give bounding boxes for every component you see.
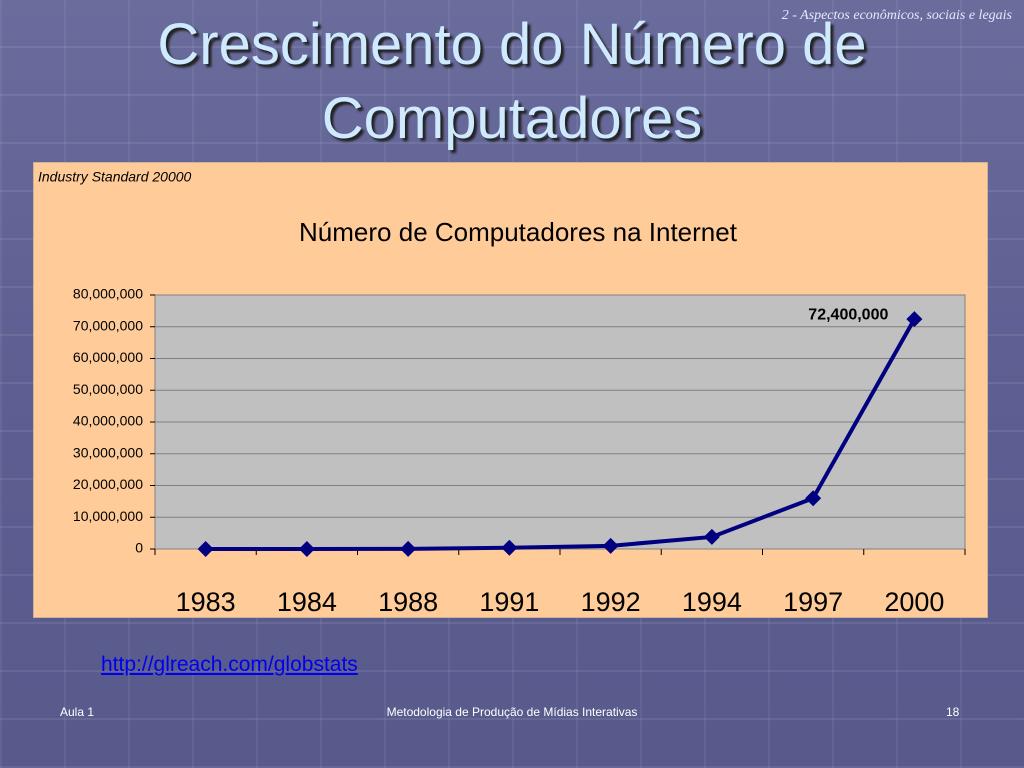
y-tick-label: 70,000,000 — [73, 317, 143, 333]
marker — [197, 540, 214, 557]
marker — [805, 490, 822, 507]
y-tick-label: 60,000,000 — [73, 349, 143, 365]
section-label: 2 - Aspectos econômicos, sociais e legai… — [781, 8, 1012, 23]
chart: Industry Standard 20000 Número de Comput… — [33, 162, 988, 618]
x-tick-label: 2000 — [884, 587, 944, 617]
x-tick-label: 1992 — [581, 587, 641, 617]
marker — [602, 537, 619, 554]
chart-source: Industry Standard 20000 — [38, 169, 192, 185]
y-tick-label: 0 — [135, 540, 143, 556]
y-tick-label: 10,000,000 — [73, 508, 143, 524]
y-tick-label: 40,000,000 — [73, 413, 143, 429]
footer-right: 18 — [946, 705, 960, 719]
x-tick-label: 1997 — [783, 587, 843, 617]
marker — [400, 540, 417, 557]
slide-title: Crescimento do Número de Computadores — [157, 12, 867, 151]
x-tick-label: 1983 — [176, 587, 236, 617]
marker — [501, 539, 518, 556]
marker — [703, 528, 720, 545]
footer-left: Aula 1 — [60, 705, 95, 719]
x-tick-label: 1984 — [277, 587, 337, 617]
y-tick-label: 20,000,000 — [73, 476, 143, 492]
y-tick-label: 80,000,000 — [73, 286, 143, 302]
marker — [298, 540, 315, 557]
value-label: 72,400,000 — [808, 306, 888, 323]
x-tick-label: 1991 — [479, 587, 539, 617]
footer-center: Metodologia de Produção de Mídias Intera… — [386, 705, 638, 719]
chart-title: Número de Computadores na Internet — [299, 217, 738, 247]
marker — [906, 311, 923, 328]
x-tick-label: 1994 — [682, 587, 742, 617]
source-link[interactable]: http://glreach.com/globstats — [101, 653, 358, 676]
x-tick-label: 1988 — [378, 587, 438, 617]
line — [205, 318, 917, 551]
y-tick-label: 30,000,000 — [73, 444, 143, 460]
y-tick-label: 50,000,000 — [73, 381, 143, 397]
